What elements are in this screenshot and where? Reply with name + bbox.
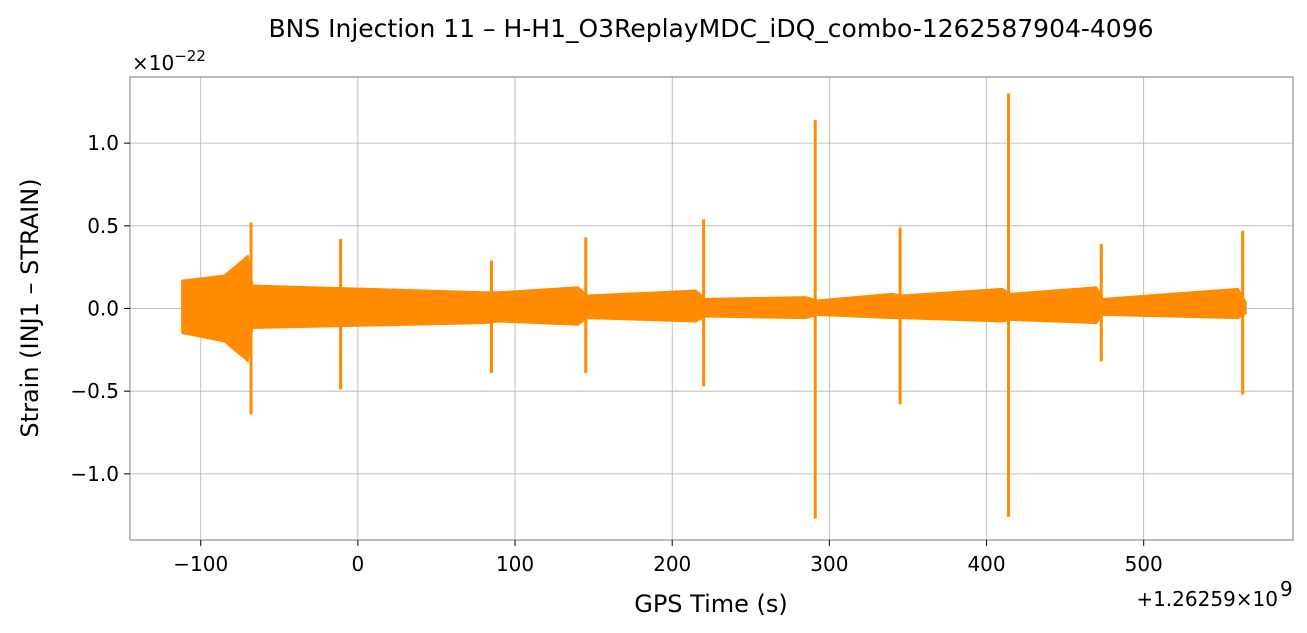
y-tick-label: 0.5 xyxy=(87,214,119,238)
y-tick-label: −0.5 xyxy=(70,379,119,403)
x-offset-base: +1.26259×10 xyxy=(1136,587,1278,611)
y-tick-label: 1.0 xyxy=(87,131,119,155)
strain-series-spikes xyxy=(249,93,1245,519)
x-tick-label: 300 xyxy=(810,552,848,576)
x-tick-label: 0 xyxy=(352,552,365,576)
x-axis-ticks: −100 0 100 200 300 400 500 xyxy=(173,540,1163,576)
chart-title: BNS Injection 11 – H-H1_O3ReplayMDC_iDQ_… xyxy=(268,14,1153,43)
plot-area xyxy=(181,93,1247,519)
x-axis-label: GPS Time (s) xyxy=(634,590,788,618)
x-tick-label: −100 xyxy=(173,552,228,576)
x-tick-label: 400 xyxy=(967,552,1005,576)
y-tick-label: −1.0 xyxy=(70,462,119,486)
x-tick-label: 100 xyxy=(496,552,534,576)
strain-series-envelope xyxy=(181,254,1247,363)
x-tick-label: 200 xyxy=(653,552,691,576)
x-offset-label: +1.26259×10 xyxy=(1136,587,1278,611)
x-tick-label: 500 xyxy=(1125,552,1163,576)
y-scale-base: ×10 xyxy=(132,51,174,75)
y-scale-factor: ×10−22 xyxy=(132,47,206,75)
y-scale-exponent: −22 xyxy=(174,47,206,65)
y-axis-label: Strain (INJ1 – STRAIN) xyxy=(16,178,44,437)
y-tick-label: 0.0 xyxy=(87,297,119,321)
y-axis-ticks: −1.0 −0.5 0.0 0.5 1.0 xyxy=(70,131,130,486)
x-offset-exponent: 9 xyxy=(1280,577,1293,601)
